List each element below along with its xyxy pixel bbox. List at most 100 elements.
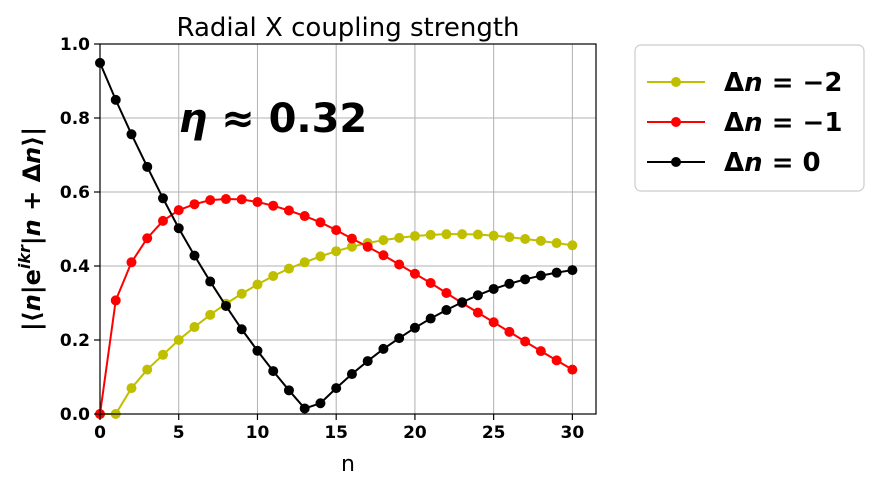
data-point bbox=[189, 322, 200, 333]
data-point bbox=[425, 278, 436, 289]
data-point bbox=[472, 229, 483, 240]
data-point bbox=[457, 297, 468, 308]
data-point bbox=[441, 229, 452, 240]
y-label-close: ⟩| bbox=[18, 127, 46, 147]
data-point bbox=[268, 200, 279, 211]
data-point bbox=[236, 194, 247, 205]
data-point bbox=[394, 232, 405, 243]
legend-marker bbox=[671, 117, 681, 127]
data-point bbox=[346, 233, 357, 244]
y-label-n1: n bbox=[18, 294, 46, 311]
data-point bbox=[283, 385, 294, 396]
data-point bbox=[315, 217, 326, 228]
data-point bbox=[394, 333, 405, 344]
data-point bbox=[142, 161, 153, 172]
data-point bbox=[142, 364, 153, 375]
series-1 bbox=[95, 194, 578, 419]
legend-entry: Δn = 0 bbox=[647, 148, 821, 178]
data-point bbox=[126, 129, 137, 140]
y-tick-label: 0.4 bbox=[60, 257, 90, 277]
data-point bbox=[488, 283, 499, 294]
data-point bbox=[252, 345, 263, 356]
data-point bbox=[126, 383, 137, 394]
chart-title: Radial X coupling strength bbox=[176, 13, 519, 43]
data-point bbox=[520, 274, 531, 285]
x-tick-label: 25 bbox=[482, 423, 506, 443]
ticks: 0 5 10 15 20 25 30 0.0 0.2 0.4 0.6 0.8 1.0 bbox=[60, 35, 584, 443]
data-point bbox=[236, 288, 247, 299]
legend-delta: Δ bbox=[724, 68, 744, 98]
legend-entry: Δn = −1 bbox=[647, 108, 842, 138]
y-label-open: |⟨ bbox=[18, 311, 46, 331]
data-point bbox=[283, 205, 294, 216]
data-point bbox=[189, 199, 200, 210]
legend-label: Δn = −2 bbox=[724, 68, 842, 98]
data-point bbox=[173, 335, 184, 345]
data-point bbox=[126, 257, 137, 268]
data-point bbox=[567, 240, 578, 251]
legend-delta: Δ bbox=[724, 108, 744, 138]
y-axis-label: |⟨n|eikr|n + Δn⟩| bbox=[15, 127, 46, 331]
data-point bbox=[220, 194, 231, 205]
data-point bbox=[409, 231, 420, 242]
data-point bbox=[346, 369, 357, 380]
data-point bbox=[472, 290, 483, 301]
data-point bbox=[268, 366, 279, 377]
data-point bbox=[535, 235, 546, 246]
eta-annotation: η ≈ 0.32 bbox=[179, 96, 368, 142]
legend-n: n bbox=[744, 108, 763, 138]
data-point bbox=[457, 229, 468, 240]
data-point bbox=[504, 278, 515, 289]
data-point bbox=[299, 211, 310, 222]
x-tick-label: 5 bbox=[173, 423, 185, 443]
data-point bbox=[551, 355, 562, 366]
data-point bbox=[252, 196, 263, 207]
data-point bbox=[394, 259, 405, 270]
y-label-plus: + bbox=[18, 182, 46, 219]
y-tick-label: 1.0 bbox=[60, 35, 90, 55]
data-point bbox=[331, 246, 342, 257]
data-point bbox=[331, 225, 342, 236]
y-label-bar1: | bbox=[18, 285, 46, 294]
data-point bbox=[409, 322, 420, 333]
data-point bbox=[157, 193, 168, 204]
data-point bbox=[504, 232, 515, 243]
data-point bbox=[520, 233, 531, 244]
data-point bbox=[551, 238, 562, 249]
data-point bbox=[567, 364, 578, 375]
y-tick-label: 0.0 bbox=[60, 405, 90, 425]
data-point bbox=[535, 270, 546, 281]
plot-frame bbox=[99, 43, 597, 415]
data-point bbox=[142, 233, 153, 244]
y-label-exponent: ikr bbox=[15, 244, 34, 269]
data-point bbox=[157, 349, 168, 360]
x-tick-label: 0 bbox=[94, 423, 106, 443]
data-point bbox=[173, 205, 184, 216]
data-point bbox=[567, 265, 578, 276]
y-label-delta: Δ bbox=[18, 163, 46, 182]
y-label-bar2: | bbox=[18, 236, 46, 245]
data-point bbox=[252, 279, 263, 290]
legend-label: Δn = −1 bbox=[724, 108, 842, 138]
y-label-n2: n bbox=[18, 219, 46, 236]
legend: Δn = −2Δn = −1Δn = 0 bbox=[634, 44, 865, 192]
data-point bbox=[205, 195, 216, 206]
x-axis-label: n bbox=[341, 452, 355, 477]
y-tick-label: 0.6 bbox=[60, 183, 90, 203]
y-tick-label: 0.8 bbox=[60, 109, 90, 129]
legend-value: = 0 bbox=[763, 148, 821, 178]
data-point bbox=[205, 309, 216, 320]
data-point bbox=[504, 326, 515, 337]
data-point bbox=[299, 257, 310, 268]
y-label-n3: n bbox=[18, 147, 46, 164]
legend-value: = −2 bbox=[763, 68, 843, 98]
data-point bbox=[409, 268, 420, 279]
data-point bbox=[362, 356, 373, 367]
x-tick-label: 10 bbox=[246, 423, 270, 443]
eta-value: ≈ 0.32 bbox=[207, 96, 367, 142]
legend-n: n bbox=[744, 148, 763, 178]
x-tick-label: 15 bbox=[324, 423, 348, 443]
data-point bbox=[378, 343, 389, 354]
data-point bbox=[173, 223, 184, 234]
